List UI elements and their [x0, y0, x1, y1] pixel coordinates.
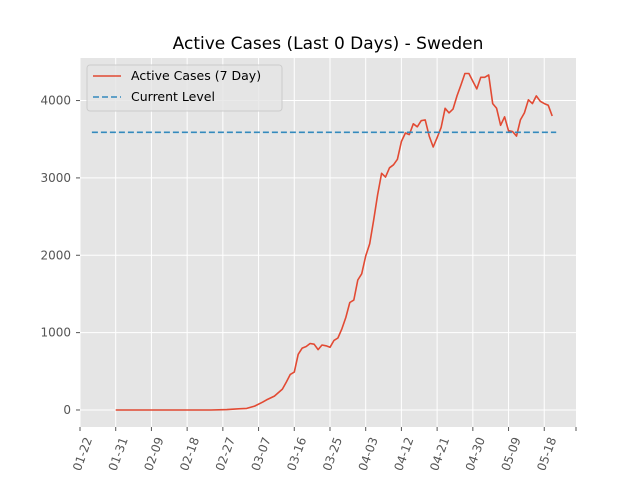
x-tick-label: 01-22	[70, 435, 95, 473]
chart-title: Active Cases (Last 0 Days) - Sweden	[173, 34, 484, 54]
x-tick-label: 05-09	[499, 435, 524, 473]
y-tick-label: 4000	[40, 94, 71, 108]
y-tick-label: 0	[63, 403, 71, 417]
legend-label-active-cases: Active Cases (7 Day)	[131, 68, 261, 83]
series-layer	[91, 72, 557, 411]
x-tick-label: 03-07	[249, 435, 274, 473]
legend-box	[86, 64, 283, 112]
x-axis: 01-22 01-31 02-09 02-18 02-27 03-07 03-16 03-25…	[70, 427, 577, 473]
x-tick-label: 02-27	[213, 435, 238, 473]
x-tick-label: 04-03	[356, 435, 381, 473]
plot-area	[80, 58, 576, 427]
series-line-active-cases-7-day	[115, 72, 553, 411]
y-axis: 0 1000 2000 3000 4000	[40, 94, 80, 417]
x-tick-label: 05-18	[534, 435, 559, 473]
y-tick-label: 2000	[40, 248, 71, 262]
x-tick-label: 01-31	[106, 435, 131, 473]
legend-label-current-level: Current Level	[131, 89, 215, 104]
x-tick-label: 04-30	[463, 435, 488, 473]
grid	[79, 58, 576, 427]
y-tick-label: 3000	[40, 171, 71, 185]
x-tick-label: 04-21	[427, 435, 452, 473]
legend: Active Cases (7 Day) Current Level	[86, 64, 283, 112]
x-tick-label: 02-09	[141, 435, 166, 473]
x-tick-label: 03-16	[284, 435, 309, 473]
x-tick-label: 04-12	[391, 435, 416, 473]
x-tick-label: 03-25	[320, 435, 345, 473]
x-tick-label: 02-18	[177, 435, 202, 473]
y-tick-label: 1000	[40, 326, 71, 340]
